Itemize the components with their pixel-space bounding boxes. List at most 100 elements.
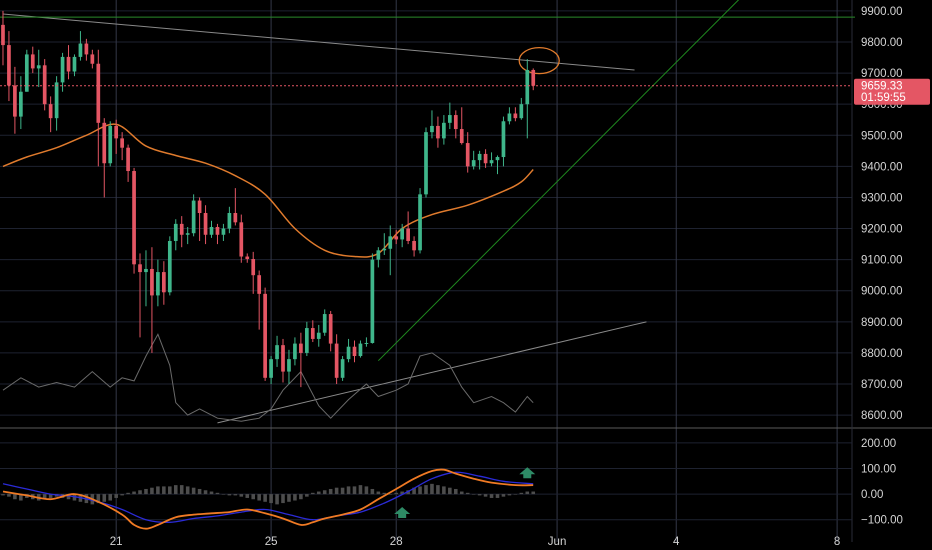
candle [328, 310, 333, 352]
candle [60, 52, 65, 92]
candle [1, 10, 5, 66]
price-tag-value: 9659.33 [861, 81, 903, 93]
macd-hist-bar [257, 494, 261, 501]
macd-hist-bar [185, 486, 190, 495]
macd-hist-bar [162, 486, 166, 495]
candle [263, 287, 267, 381]
candle [370, 253, 375, 344]
macd-hist-bar [150, 487, 154, 495]
candle-body [501, 121, 506, 158]
macd-hist-bar [120, 494, 124, 496]
candle [54, 76, 59, 131]
candle [453, 110, 458, 139]
candle [442, 115, 446, 145]
date-tick-label: 4 [673, 536, 680, 548]
candle-body [328, 314, 333, 344]
candle-body [7, 45, 11, 86]
macd-hist-bar [471, 494, 476, 495]
candle [245, 253, 250, 263]
candle [239, 214, 244, 263]
candle-body [406, 228, 410, 241]
price-tick-label: 9800.00 [861, 37, 903, 49]
candle [269, 356, 273, 385]
macd-hist-bar [424, 485, 428, 495]
candle-body [96, 63, 101, 123]
candle [114, 119, 119, 154]
macd-hist-bar [156, 486, 160, 495]
macd-hist-bar [334, 487, 339, 495]
macd-hist-bar [376, 491, 381, 495]
macd-hist-bar [239, 494, 244, 497]
macd-hist-bar [382, 492, 387, 495]
macd-hist-bar [132, 491, 136, 495]
candle [221, 223, 226, 241]
candle [281, 338, 285, 383]
candle [358, 340, 363, 358]
candle [483, 149, 488, 168]
candle [287, 349, 291, 385]
candle-body [245, 256, 250, 260]
candle [66, 45, 71, 80]
candle-body [281, 345, 285, 372]
candle-body [495, 157, 500, 161]
price-tick-label: 9400.00 [861, 161, 903, 173]
candle [340, 356, 345, 381]
macd-axis[interactable]: 200.00 100.00 0.00 −100.00 [861, 438, 903, 527]
macd-hist-bar [215, 492, 220, 495]
oscillator-overlay [2, 333, 534, 422]
candle-body [197, 200, 202, 213]
date-tick-label: 28 [390, 536, 403, 548]
candle-body [489, 160, 494, 164]
macd-hist-bar [370, 488, 375, 495]
macd-hist-bar [388, 494, 393, 495]
candle-body [48, 104, 53, 119]
candle [167, 236, 172, 296]
candle [501, 116, 506, 167]
candle [382, 233, 387, 255]
macd-hist-bar [209, 491, 214, 495]
macd-hist-bar [525, 491, 530, 495]
price-tick-label: 9000.00 [861, 286, 903, 298]
macd-hist-bar [227, 494, 232, 496]
macd-hist-bar [108, 494, 113, 501]
macd-hist-bar [191, 487, 196, 495]
macd-hist-bar [454, 488, 458, 495]
moving-average [2, 123, 534, 258]
date-axis[interactable]: 21 25 28 Jun 4 8 [110, 536, 841, 548]
candle-body [132, 171, 136, 265]
candle-body [126, 147, 130, 172]
macd-hist-bar [352, 486, 357, 495]
candle-body [60, 56, 65, 83]
candle-body [191, 200, 196, 234]
candle-body [519, 104, 524, 119]
candle [352, 340, 357, 363]
candle [215, 223, 220, 245]
date-tick-label: 8 [834, 536, 840, 548]
candle-body [370, 259, 375, 343]
candle [531, 68, 536, 91]
candle [293, 337, 297, 366]
macd-hist-bar [513, 494, 518, 495]
ma-line [2, 123, 534, 258]
price-axis[interactable]: 9900.009800.009700.009600.009500.009400.… [861, 6, 903, 422]
candle-body [394, 236, 399, 240]
candle-body [316, 332, 321, 339]
price-tag-countdown: 01:59:55 [861, 92, 906, 104]
candle-body [72, 56, 77, 72]
macd-hist-bar [293, 494, 297, 501]
macd-tick-label: 100.00 [861, 463, 896, 475]
macd-hist-bar [7, 494, 11, 497]
candle [185, 226, 190, 245]
candle [197, 197, 202, 241]
macd-hist-bar [269, 494, 273, 504]
candle-body [424, 132, 428, 195]
candle [334, 334, 339, 385]
candle [251, 251, 256, 294]
candle-body [376, 250, 381, 260]
candle-body [90, 54, 95, 64]
macd-hist-bar [126, 492, 130, 495]
candle [412, 236, 416, 257]
